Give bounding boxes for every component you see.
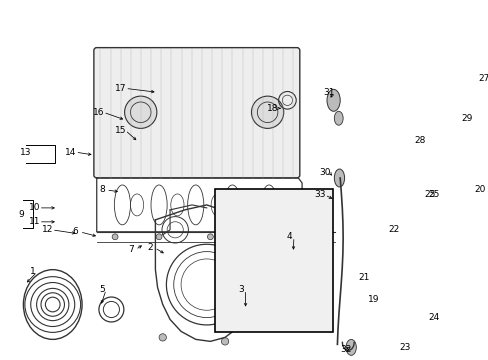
Circle shape [156, 234, 162, 240]
Text: 12: 12 [42, 225, 53, 234]
Text: 22: 22 [387, 225, 399, 234]
Text: 20: 20 [474, 185, 485, 194]
Circle shape [399, 296, 416, 313]
Text: 6: 6 [72, 227, 78, 236]
Circle shape [466, 317, 474, 326]
Circle shape [159, 334, 166, 341]
Text: 17: 17 [115, 84, 126, 93]
Text: 28: 28 [414, 136, 425, 145]
Text: 14: 14 [65, 148, 77, 157]
Text: 2: 2 [147, 243, 153, 252]
Circle shape [251, 96, 283, 129]
Circle shape [207, 234, 213, 240]
FancyBboxPatch shape [384, 189, 488, 216]
Circle shape [242, 306, 249, 313]
FancyBboxPatch shape [215, 189, 333, 332]
Text: 18: 18 [266, 104, 278, 113]
Text: 27: 27 [477, 74, 488, 83]
Text: 19: 19 [367, 295, 379, 304]
Ellipse shape [326, 89, 340, 111]
Text: 32: 32 [340, 345, 351, 354]
Circle shape [221, 338, 228, 345]
Text: 10: 10 [29, 203, 40, 212]
Circle shape [258, 234, 264, 240]
Text: 7: 7 [128, 245, 134, 254]
Text: 4: 4 [286, 232, 292, 241]
Circle shape [302, 234, 308, 240]
Text: 23: 23 [398, 343, 409, 352]
Ellipse shape [334, 169, 344, 187]
Circle shape [112, 234, 118, 240]
Circle shape [124, 96, 157, 129]
Ellipse shape [346, 339, 356, 355]
Text: 9: 9 [18, 210, 24, 219]
Text: 31: 31 [323, 88, 334, 97]
Text: 25: 25 [424, 190, 435, 199]
Text: 15: 15 [115, 126, 126, 135]
Text: 21: 21 [358, 273, 369, 282]
Circle shape [424, 211, 432, 219]
FancyBboxPatch shape [466, 132, 488, 184]
Text: 13: 13 [20, 148, 31, 157]
Text: 29: 29 [461, 114, 472, 123]
Ellipse shape [467, 129, 488, 147]
Text: 1: 1 [30, 267, 36, 276]
Ellipse shape [378, 268, 389, 288]
Ellipse shape [429, 340, 442, 358]
Text: 16: 16 [93, 108, 104, 117]
Text: 25: 25 [427, 190, 439, 199]
Text: 3: 3 [238, 285, 244, 294]
Circle shape [378, 289, 388, 300]
Text: 8: 8 [99, 185, 104, 194]
Text: 5: 5 [99, 285, 104, 294]
Circle shape [250, 236, 258, 243]
FancyBboxPatch shape [94, 48, 299, 178]
Ellipse shape [334, 111, 343, 125]
Text: 30: 30 [318, 167, 330, 176]
Text: 24: 24 [427, 313, 439, 322]
Text: 33: 33 [314, 190, 325, 199]
Text: 11: 11 [29, 217, 40, 226]
